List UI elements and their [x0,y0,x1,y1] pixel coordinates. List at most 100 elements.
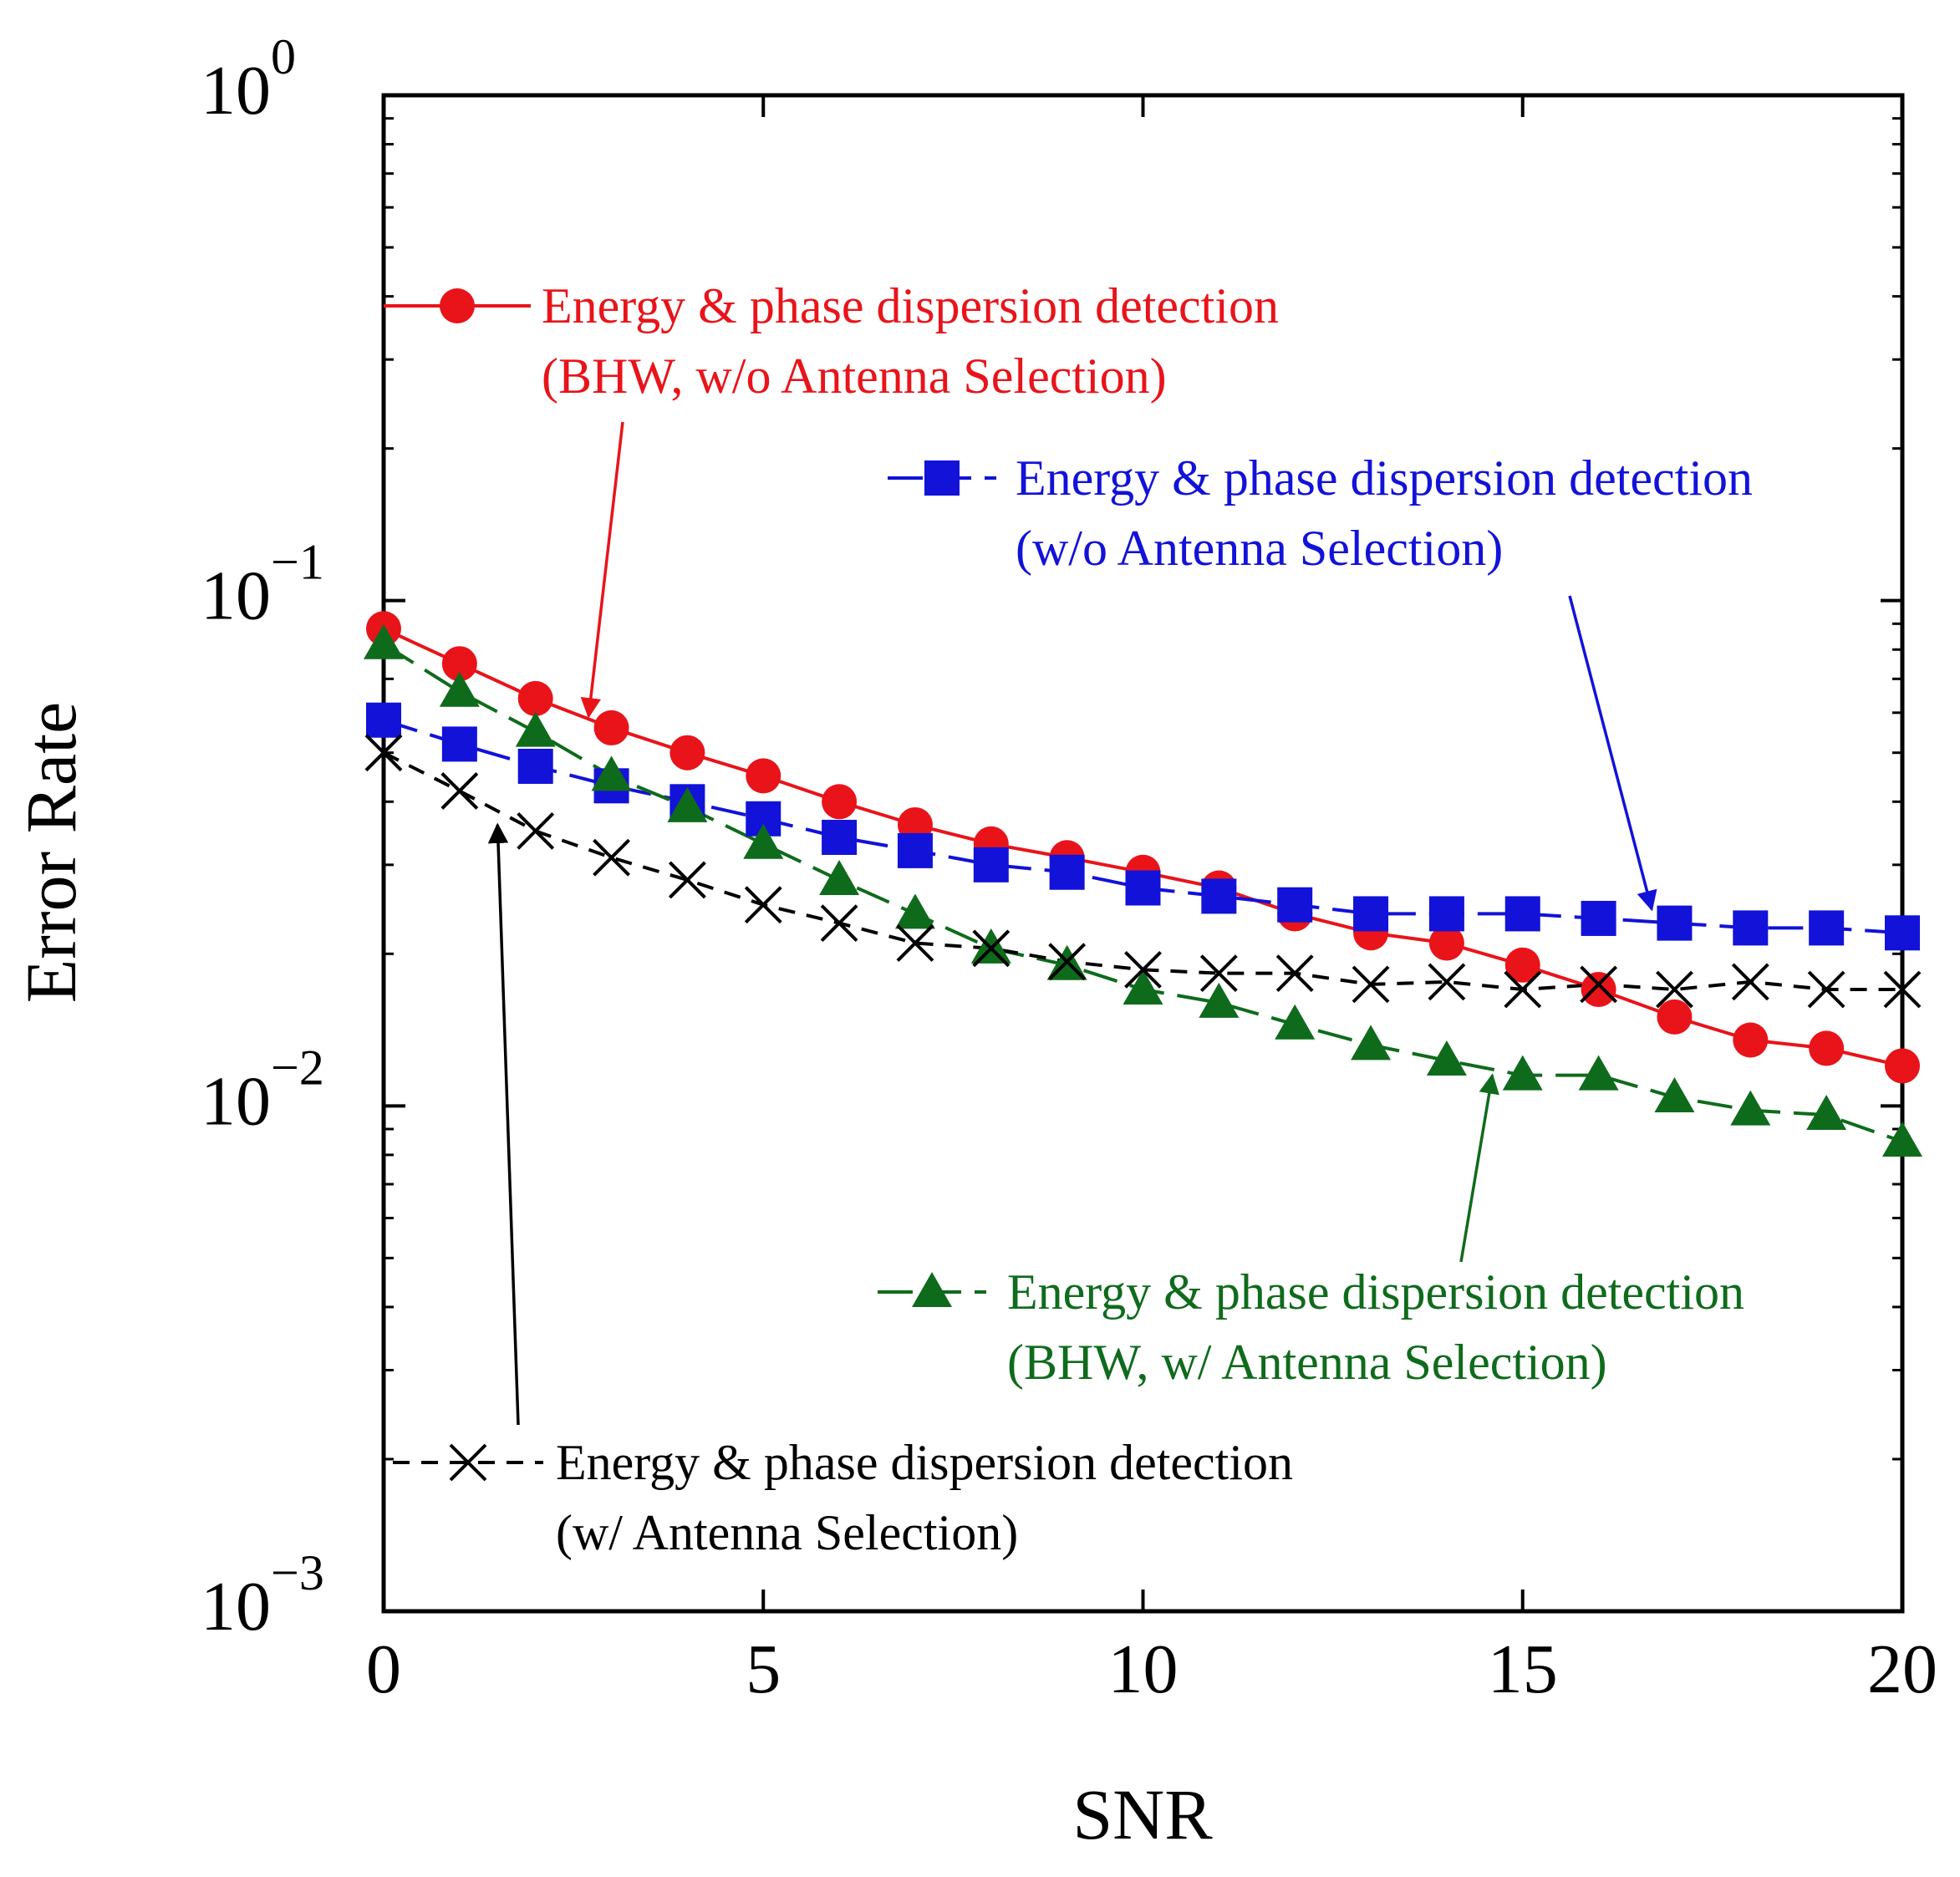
data-point-wo [1657,905,1693,941]
data-point-w [593,838,630,877]
data-point-bhw-wo [1657,999,1693,1035]
data-point-bhw-w [1882,1122,1922,1157]
data-point-bhw-w [1123,969,1163,1005]
data-point-w [364,734,403,772]
data-point-bhw-wo [1733,1022,1769,1058]
annotation-arrow-bhw-w [1459,1073,1499,1263]
x-tick-label: 10 [1108,1630,1179,1708]
data-point-bhw-wo [593,710,629,745]
data-point-bhw-w [364,623,404,659]
data-point-wo [1125,870,1161,906]
data-point-bhw-w [819,859,860,895]
legend-label-line1: Energy & phase dispersion detection [1007,1264,1744,1320]
data-point-w [1656,970,1693,1009]
data-point-wo [973,847,1009,883]
axis-ticks [382,94,1904,1613]
legend-marker-bhw-wo [440,288,475,323]
data-point-bhw-w [1502,1055,1543,1091]
legend-entry-bhw-wo: Energy & phase dispersion detection (BHW,… [384,278,1279,404]
data-point-w [1807,970,1845,1009]
data-point-w [1048,943,1087,981]
x-tick-label: 20 [1867,1630,1937,1708]
series-markers [364,611,1922,1157]
data-point-bhw-wo [1885,1048,1920,1084]
data-point-w [1199,954,1238,993]
data-point-bhw-wo [1581,971,1616,1007]
data-point-wo [441,726,477,762]
legend-marker-wo [924,460,960,496]
data-point-bhw-w [439,671,480,707]
y-tick-label: 100 [201,29,296,130]
data-point-wo [897,832,933,868]
data-point-w [1352,965,1390,1004]
legend-label-line1: Energy & phase dispersion detection [542,278,1279,333]
y-tick-label: 10−3 [201,1545,324,1646]
legend-marker-w [449,1443,487,1482]
legend-label-line2: (w/ Antenna Selection) [556,1505,1018,1560]
data-point-w [972,929,1011,968]
data-point-bhw-w [515,711,556,747]
data-point-w [1580,965,1618,1004]
data-point-wo [1428,896,1464,932]
data-point-w [1504,970,1542,1009]
data-point-wo [1049,854,1085,890]
y-axis-label: Error Rate [11,702,91,1004]
data-point-bhw-w [1806,1095,1847,1131]
data-point-wo [1277,887,1313,923]
x-tick-label: 5 [746,1630,781,1708]
annotation-arrow-bhw-wo [580,421,624,719]
data-point-wo [1809,910,1845,946]
data-point-bhw-w [1730,1090,1771,1126]
data-point-bhw-w [1199,982,1240,1018]
data-point-bhw-wo [517,680,553,716]
data-point-w [1428,963,1466,1001]
data-point-wo [1885,915,1920,951]
data-point-bhw-w [743,823,784,859]
data-point-w [744,886,782,924]
data-point-w [820,904,858,943]
data-point-w [440,772,479,810]
data-point-wo [1733,910,1769,946]
data-point-bhw-wo [1428,925,1464,961]
x-tick-label: 15 [1488,1630,1558,1708]
data-point-wo [517,748,553,784]
data-point-wo [1201,878,1237,914]
x-axis-label: SNR [1072,1774,1213,1854]
annotation-arrow-wo [1568,595,1657,912]
data-point-bhw-wo [441,646,477,682]
annotation-arrows [487,421,1657,1426]
data-point-bhw-wo [746,758,781,794]
legend-entries: Energy & phase dispersion detection (BHW,… [384,278,1753,1560]
legend-label-line2: (BHW, w/o Antenna Selection) [542,348,1167,404]
data-point-bhw-w [1426,1040,1467,1076]
data-point-bhw-w [1654,1077,1695,1113]
data-point-bhw-wo [822,784,858,820]
data-point-bhw-wo [1809,1030,1845,1066]
legend-entry-wo: Energy & phase dispersion detection (w/o … [888,450,1753,576]
data-point-w [1124,950,1162,989]
data-point-bhw-w [591,755,632,791]
data-point-bhw-wo [669,735,705,771]
x-tick-label: 0 [366,1630,401,1708]
data-point-w [896,924,934,962]
annotation-arrow-w [487,822,520,1426]
legend-label-line2: (w/o Antenna Selection) [1016,521,1503,576]
data-point-bhw-w [970,928,1011,964]
data-point-wo [1504,896,1540,932]
data-point-wo [366,702,401,738]
data-point-w [517,811,555,850]
data-point-bhw-w [894,893,935,929]
legend-entry-bhw-w: Energy & phase dispersion detection (BHW,… [878,1264,1744,1390]
legend-label-line1: Energy & phase dispersion detection [556,1435,1293,1490]
data-point-wo [822,819,858,855]
data-point-bhw-w [667,786,708,822]
data-point-w [1275,954,1314,993]
data-point-w [668,861,706,899]
legend-label-line2: (BHW, w/ Antenna Selection) [1007,1335,1607,1390]
data-point-wo [1581,900,1616,936]
data-point-bhw-wo [1504,947,1540,983]
y-tick-label: 10−2 [201,1040,324,1140]
data-point-w [1883,970,1922,1009]
legend-marker-bhw-w [912,1272,952,1307]
